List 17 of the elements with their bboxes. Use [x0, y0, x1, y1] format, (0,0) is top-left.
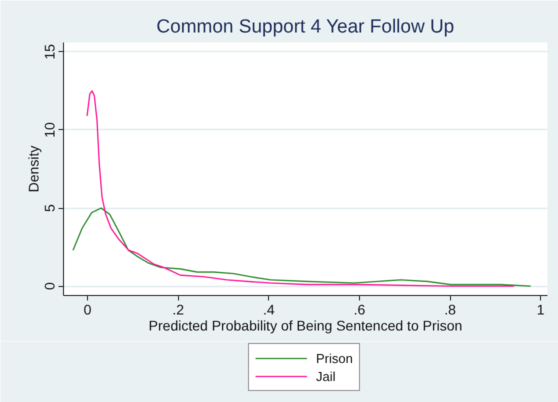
line-series: [72, 207, 532, 287]
x-tick-label: 0: [84, 302, 92, 318]
legend-label: Prison: [316, 350, 353, 366]
legend-label: Jail: [316, 368, 336, 384]
x-tick-label: .6: [354, 302, 366, 318]
y-tick-label: 5: [42, 204, 58, 212]
x-tick-label: .8: [444, 302, 456, 318]
line-series: [86, 90, 515, 287]
x-axis-title: Predicted Probability of Being Sentenced to Prison: [148, 318, 462, 334]
y-axis-title: Density: [26, 146, 42, 192]
x-tick-label: .2: [172, 302, 184, 318]
x-tick-label: 1: [536, 302, 545, 318]
chart-title: Common Support 4 Year Follow Up: [156, 16, 454, 38]
x-tick-label: .4: [262, 302, 275, 318]
y-tick-label: 0: [42, 282, 58, 290]
y-tick-label: 15: [42, 44, 58, 60]
y-tick-label: 10: [42, 122, 58, 138]
